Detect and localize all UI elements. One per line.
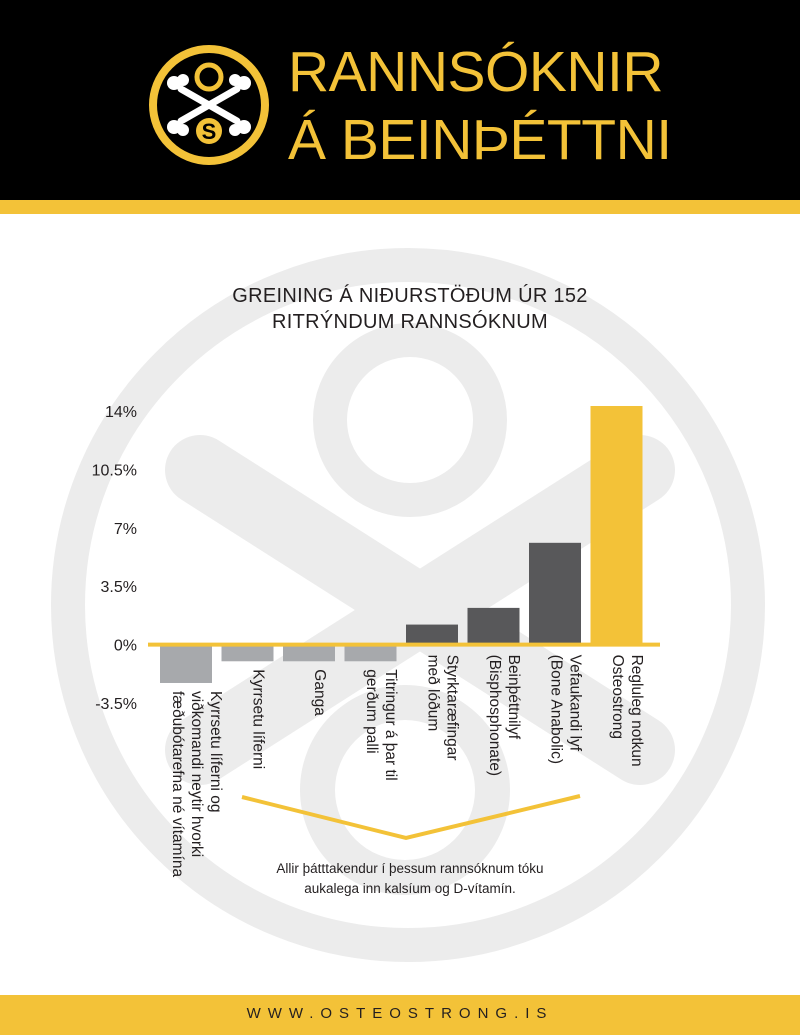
y-tick-label: 10.5% xyxy=(92,462,137,479)
watermark-logo-icon xyxy=(51,248,765,962)
header-stripe xyxy=(0,200,800,214)
category-label-line: Kyrrsetu líferni og xyxy=(207,691,224,812)
bracket-line xyxy=(241,794,581,841)
category-label-line: fæðubótarefna né vítamína xyxy=(169,691,186,878)
category-label-1: Kyrrsetu líferni xyxy=(250,669,267,769)
y-tick-label: 7% xyxy=(114,521,137,538)
page-title-line-2: Á BEINÞÉTTNI xyxy=(288,108,672,172)
category-label-line: Osteostrong xyxy=(609,655,626,739)
category-label-line: (Bone Anabolic) xyxy=(548,655,565,764)
bar-0 xyxy=(160,644,212,683)
chart-title-line-1: GREINING Á NIÐURSTÖÐUM ÚR 152 xyxy=(232,285,588,307)
category-label-6: Vefaukandi lyf(Bone Anabolic) xyxy=(548,655,584,764)
bar-5 xyxy=(467,607,520,645)
bar-chart: 14% 10.5% 7% 3.5% 0% -3.5% Kyrrsetu líferni o… xyxy=(92,404,660,878)
category-label-line: Vefaukandi lyf xyxy=(567,655,584,752)
footer-url-link[interactable]: WWW.OSTEOSTRONG.IS xyxy=(246,1005,554,1022)
bar-2 xyxy=(283,644,335,662)
osteostrong-logo-icon: S xyxy=(149,45,269,165)
category-label-line: með lóðum xyxy=(425,655,442,732)
footer-bar xyxy=(0,995,800,1035)
category-label-2: Ganga xyxy=(311,669,328,716)
bar-1 xyxy=(221,644,274,662)
bar-7 xyxy=(590,405,643,645)
y-tick-label: 14% xyxy=(105,404,137,421)
category-label-line: Titringur á þar til xyxy=(382,669,399,780)
category-label-5: Beinþéttnilyf(Bisphosphonate) xyxy=(486,655,522,777)
category-label-line: gerðum palli xyxy=(363,669,380,753)
category-label-line: Beinþéttnilyf xyxy=(505,655,522,740)
footnote-line-1: Allir þátttakendur í þessum rannsóknum t… xyxy=(276,861,544,876)
footnote-line-2: aukalega inn kalsíum og D-vítamín. xyxy=(304,881,516,896)
category-label-line: viðkomandi neytir hvorki xyxy=(188,691,205,857)
bar-3 xyxy=(344,644,397,662)
y-tick-label: 3.5% xyxy=(101,579,137,596)
logo-letter-s: S xyxy=(202,119,217,144)
chart-title-line-2: RITRÝNDUM RANNSÓKNUM xyxy=(272,311,548,333)
category-label-line: Regluleg notkun xyxy=(628,655,645,767)
y-tick-label: 0% xyxy=(114,638,137,655)
footnote: Allir þátttakendur í þessum rannsóknum t… xyxy=(240,859,580,899)
y-tick-label: -3.5% xyxy=(95,696,137,713)
category-label-line: Kyrrsetu líferni xyxy=(250,669,267,769)
category-label-line: Styrktaræfingar xyxy=(444,655,461,761)
page-title-line-1: RANNSÓKNIR xyxy=(288,40,664,104)
chart-title: GREINING Á NIÐURSTÖÐUM ÚR 152 RITRÝNDUM … xyxy=(150,283,670,335)
bar-6 xyxy=(529,542,581,645)
header-banner: S RANNSÓKNIR Á BEINÞÉTTNI xyxy=(0,0,800,200)
category-label-line: Ganga xyxy=(311,669,328,716)
bar-4 xyxy=(406,624,458,645)
category-label-line: (Bisphosphonate) xyxy=(486,655,503,777)
